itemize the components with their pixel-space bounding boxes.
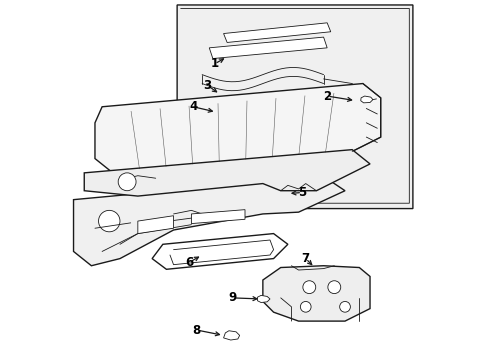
Polygon shape [192,210,245,224]
Text: 8: 8 [193,324,201,337]
Polygon shape [84,150,370,196]
Polygon shape [74,176,345,266]
Polygon shape [209,37,327,59]
Polygon shape [361,96,373,103]
Circle shape [98,210,120,232]
Text: 2: 2 [323,90,331,103]
Circle shape [340,301,350,312]
Polygon shape [223,331,240,340]
Text: 1: 1 [211,57,219,71]
Text: 9: 9 [228,291,237,305]
Text: 3: 3 [203,79,212,92]
Text: 7: 7 [302,252,310,265]
Text: 6: 6 [186,256,194,269]
Circle shape [328,281,341,294]
Polygon shape [138,216,173,234]
Polygon shape [177,5,413,208]
Circle shape [300,301,311,312]
Text: 4: 4 [189,100,197,113]
Text: 5: 5 [298,186,306,199]
Polygon shape [223,23,331,42]
Circle shape [118,173,136,191]
Polygon shape [258,296,270,302]
Polygon shape [263,266,370,321]
Polygon shape [152,234,288,269]
Circle shape [303,281,316,294]
Polygon shape [95,84,381,173]
